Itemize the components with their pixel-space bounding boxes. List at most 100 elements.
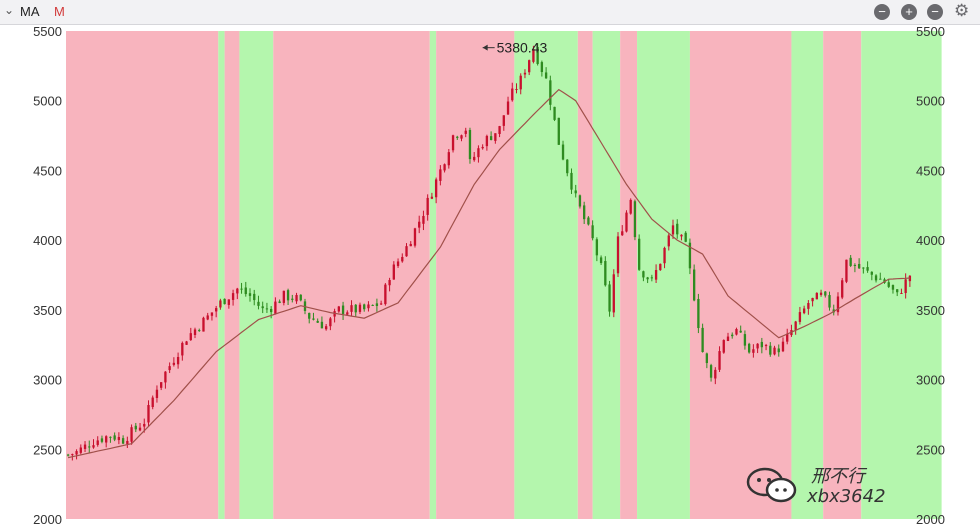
regime-band-bear [861,31,942,519]
y-tick-label-left: 5500 [33,24,62,39]
candle-body [764,345,768,347]
indicator-title: MA [20,4,40,19]
candle-body [138,427,142,431]
candle-body [363,304,366,310]
candle-body [756,343,759,349]
candle-body [900,292,903,294]
candle-body [227,299,231,305]
candle-body [324,326,328,330]
candle-body [515,88,518,90]
candle-body [105,436,108,443]
candle-body [599,257,603,264]
y-tick-label-right: 2000 [916,512,945,527]
candle-body [240,288,243,290]
plus-circle-icon[interactable]: + [901,4,917,20]
indicator-mode[interactable]: M [54,4,65,19]
candle-body [870,271,873,275]
y-tick-label-right: 3500 [916,303,945,318]
candle-body [739,330,742,333]
candle-body [341,305,345,314]
candle-body [126,440,129,444]
candle-body [638,238,641,270]
candle-body [819,292,823,295]
candle-body [109,436,112,438]
candle-body [189,333,192,341]
candle-body [857,263,861,269]
candle-body [815,292,818,300]
candle-body [172,362,176,365]
candle-body [176,356,180,365]
candle-body [612,274,615,313]
chevron-down-icon[interactable]: ⌄ [4,3,15,17]
y-tick-label-left: 2500 [33,442,62,457]
candle-body [147,405,150,423]
candle-body [891,285,895,290]
candle-body [261,306,264,309]
candle-body [206,315,209,320]
candle-body [308,312,311,319]
candle-body [316,320,319,323]
candle-body [329,318,332,327]
candle-body [836,296,840,313]
candle-body [468,129,472,160]
candle-body [79,447,82,453]
candle-body [413,228,417,246]
candle-body [726,336,730,342]
candle-body [549,80,552,105]
candle-body [456,136,459,138]
regime-band-bear [637,31,690,519]
y-tick-label-right: 3000 [916,373,945,388]
candle-body [536,47,539,64]
candle-body [583,205,586,220]
candle-body [811,297,814,302]
candle-body [794,321,797,330]
candle-body [528,60,531,73]
candle-body [667,235,670,247]
candle-body [485,135,489,147]
candle-body [83,444,87,449]
candle-body [384,284,387,305]
candle-body [904,279,907,294]
candle-body [185,341,188,345]
candle-body [553,106,556,120]
candle-body [709,365,713,378]
candle-body [388,280,391,286]
candle-body [282,290,286,303]
y-tick-label-left: 5000 [33,94,62,109]
candle-body [464,130,467,134]
candle-body [642,271,645,278]
candle-body [731,334,734,337]
candle-body [337,306,340,312]
candle-body [253,293,256,301]
chat-bubble-icon [746,467,797,503]
moving-average-line [67,88,910,459]
candle-body [244,287,247,295]
candle-body [595,239,599,256]
peak-marker-arrow [482,44,488,51]
candle-body [202,317,205,332]
remove-circle-icon[interactable]: − [927,4,943,20]
candle-body [274,301,277,314]
candle-body [511,88,514,101]
price-chart: 2000 2000 2500 2500 3000 3000 3500 3500 4000 4000… [33,24,945,527]
candle-body [680,234,683,237]
candle-body [430,196,434,199]
candle-body [354,304,357,313]
candle-body [663,247,666,264]
candle-body [570,172,573,190]
candle-body [494,133,497,141]
candle-body [181,342,184,356]
candle-body [718,351,721,370]
candle-body [845,259,848,282]
minus-circle-icon[interactable]: − [874,4,890,20]
watermark-id: xbx3642 [807,486,886,507]
candle-body [371,304,374,306]
candle-body [409,243,412,247]
candle-body [168,366,171,371]
candle-body [621,231,624,236]
regime-band-bull [620,31,638,519]
candle-body [498,126,501,134]
gear-icon[interactable]: ⚙ [954,1,970,20]
candle-body [375,303,379,306]
y-tick-label-right: 5500 [916,24,945,39]
